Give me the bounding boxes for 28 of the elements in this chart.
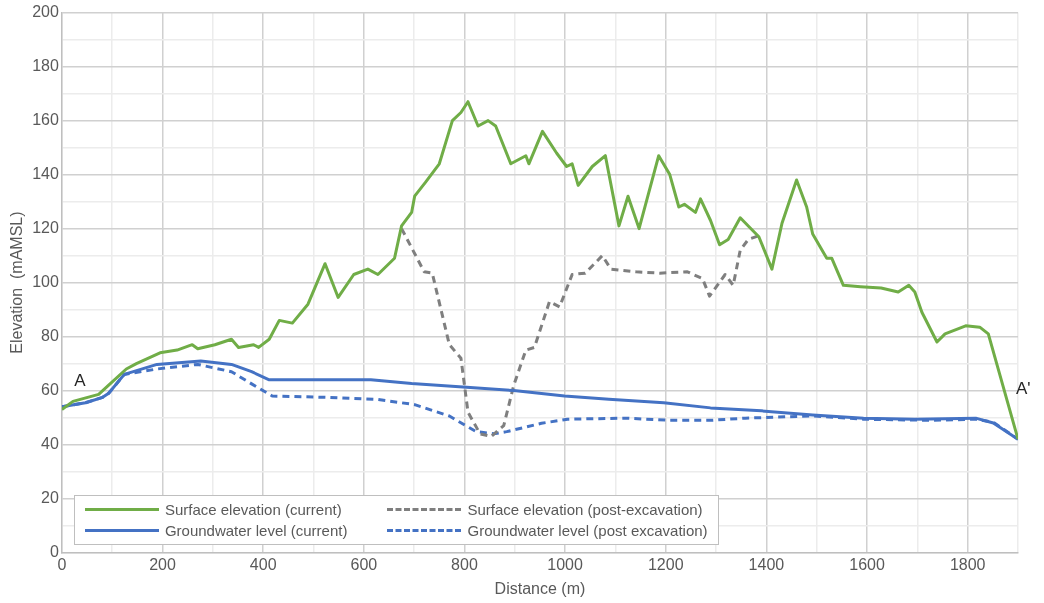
x-tick-label: 1200 (647, 555, 684, 573)
y-tick-label: 60 (41, 381, 59, 399)
x-tick-label: 400 (249, 555, 277, 573)
x-tick-label: 800 (451, 555, 478, 573)
annotation: A' (1016, 378, 1031, 398)
x-tick-label: 1800 (949, 555, 986, 573)
legend-label: Groundwater level (post excavation) (467, 521, 708, 539)
x-tick-label: 200 (149, 555, 176, 573)
y-tick-label: 80 (41, 327, 59, 345)
y-tick-label: 140 (32, 165, 59, 183)
x-tick-label: 1600 (849, 555, 885, 573)
annotation: A (74, 371, 87, 391)
x-axis-title: Distance (m) (494, 579, 586, 597)
y-tick-label: 160 (32, 111, 59, 129)
y-tick-label: 100 (32, 273, 59, 291)
y-tick-label: 20 (41, 489, 59, 507)
x-tick-label: 1400 (748, 555, 785, 573)
y-tick-label: 180 (32, 57, 59, 75)
y-tick-label: 0 (49, 543, 59, 561)
legend-label: Groundwater level (current) (164, 521, 348, 539)
legend-label: Surface elevation (current) (164, 500, 342, 518)
y-axis-title: Elevation (mAMSL) (8, 211, 26, 354)
legend-label: Surface elevation (post-excavation) (467, 500, 703, 518)
y-tick-label: 200 (32, 3, 59, 21)
y-tick-label: 120 (32, 219, 59, 237)
x-tick-label: 600 (350, 555, 378, 573)
y-tick-label: 40 (41, 435, 59, 453)
x-tick-label: 1000 (547, 555, 584, 573)
